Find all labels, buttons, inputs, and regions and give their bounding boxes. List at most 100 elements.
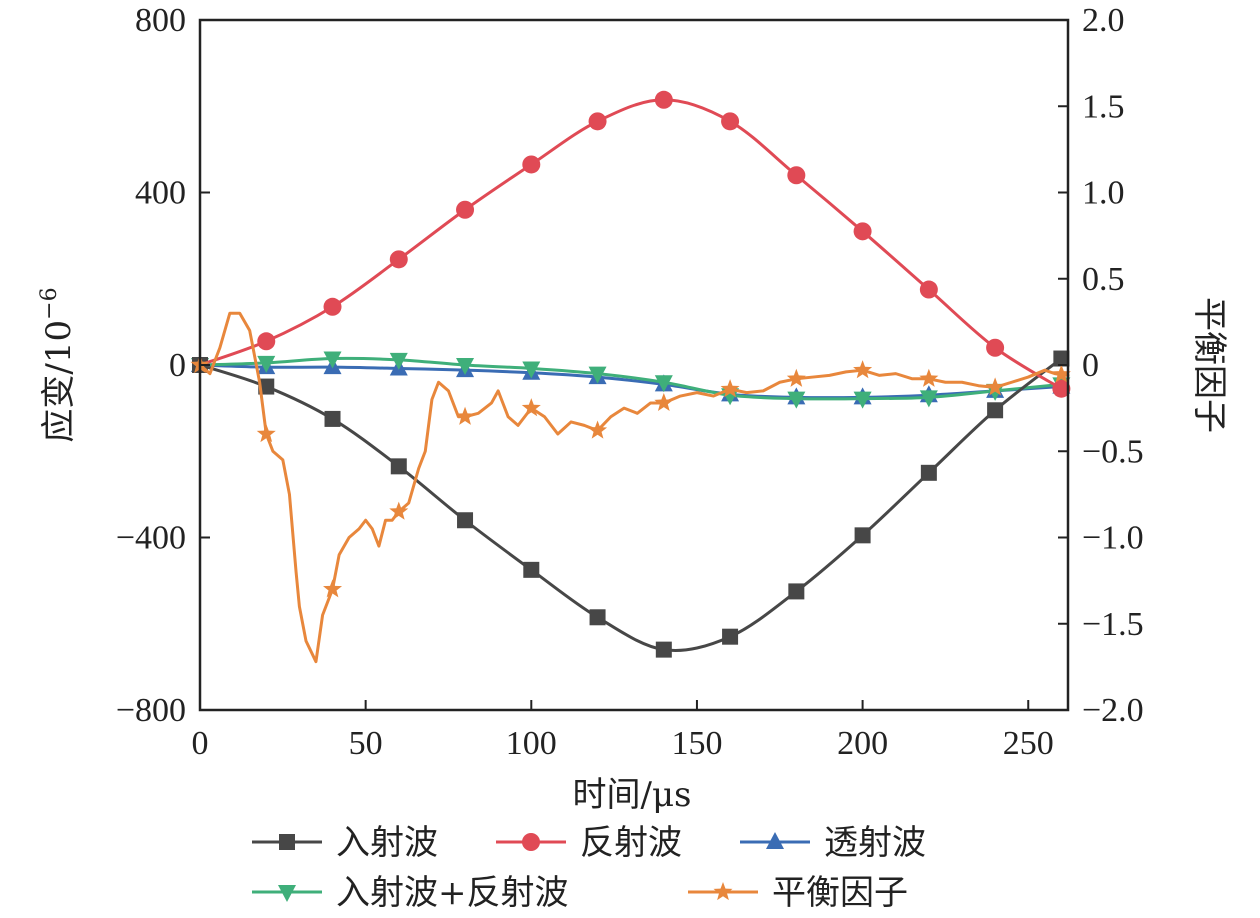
right-y-tick-label: 0.5 — [1082, 261, 1125, 298]
right-y-tick-label: −0.5 — [1082, 433, 1144, 470]
series-marker — [521, 398, 541, 417]
series-marker — [853, 222, 872, 241]
legend-marker — [279, 834, 295, 850]
series-marker — [390, 458, 407, 475]
series-line — [198, 357, 1063, 652]
legend-label: 入射波 — [336, 823, 438, 863]
right-y-tick-label: −1.5 — [1082, 606, 1144, 643]
right-y-tick-label: 2.0 — [1082, 2, 1125, 39]
series-marker — [457, 512, 474, 529]
right-y-tick-label: −1.0 — [1082, 520, 1144, 557]
left-y-tick-label: 0 — [169, 347, 186, 384]
legend-label: 反射波 — [580, 823, 682, 863]
series-line — [198, 311, 1070, 664]
series-1 — [198, 90, 1071, 398]
series-marker — [257, 355, 276, 373]
series-marker — [323, 297, 342, 316]
series-marker — [720, 379, 740, 398]
series-marker — [256, 424, 276, 443]
series-marker — [722, 628, 739, 645]
series-marker — [1051, 364, 1071, 383]
series-marker — [787, 166, 806, 185]
series-marker — [389, 501, 409, 520]
series-marker — [721, 112, 740, 131]
right-axis-title: 平衡因子 — [1189, 297, 1229, 433]
series-marker — [1053, 350, 1070, 367]
series-marker — [854, 527, 871, 544]
series-marker — [853, 360, 873, 379]
series-marker — [985, 377, 1005, 396]
right-y-tick-label: 1.5 — [1082, 88, 1125, 125]
series-marker — [788, 583, 805, 600]
left-axis-title: 应变/10 — [39, 320, 79, 443]
left-axis-title-group: 应变/10−6 — [37, 287, 79, 442]
series-marker — [853, 391, 872, 409]
series-marker — [654, 90, 673, 109]
series-4 — [190, 311, 1071, 664]
axes: 0 50 100 150 200 250 800 400 0 −400 −800 2.0 1.5 1.0 0… — [116, 2, 1144, 762]
series-marker — [919, 390, 938, 408]
x-tick-label: 0 — [192, 725, 209, 762]
series-marker — [786, 368, 806, 387]
x-tick-label: 200 — [837, 725, 888, 762]
right-axis-title-group: 平衡因子 — [1189, 297, 1229, 433]
series-line — [198, 98, 1063, 391]
legend-marker — [766, 832, 784, 849]
series-marker — [455, 406, 475, 425]
legend-marker — [278, 885, 296, 902]
series-marker — [323, 351, 342, 369]
series-marker — [986, 338, 1005, 357]
series-marker — [655, 641, 672, 658]
right-y-tick-label: 0 — [1082, 347, 1099, 384]
series-marker — [389, 250, 408, 269]
series-line — [198, 356, 1063, 401]
legend-item: 入射波+反射波 — [252, 873, 569, 913]
series-marker — [258, 378, 275, 395]
series-marker — [987, 402, 1004, 419]
series-marker — [920, 464, 937, 481]
series-marker — [654, 375, 673, 393]
series-marker — [919, 280, 938, 299]
series-marker — [654, 392, 674, 412]
series-marker — [389, 352, 408, 370]
left-y-tick-label: 400 — [135, 175, 186, 212]
legend-label: 透射波 — [824, 823, 926, 863]
series-marker — [323, 579, 343, 598]
series-marker — [456, 358, 475, 375]
series-marker — [522, 361, 541, 379]
series-marker — [919, 368, 939, 387]
x-tick-label: 50 — [349, 725, 383, 762]
svg-text:应变/10−6: 应变/10−6 — [37, 287, 79, 442]
series-marker — [257, 332, 276, 351]
x-axis-title: 时间/μs — [573, 775, 692, 815]
series-marker — [522, 155, 541, 174]
legend-label: 平衡因子 — [772, 873, 908, 913]
series-marker — [456, 200, 475, 219]
left-axis-exponent: −6 — [37, 287, 62, 319]
legend-item: 反射波 — [496, 823, 682, 863]
legend-item: 入射波 — [252, 823, 438, 863]
legend-label: 入射波+反射波 — [336, 873, 569, 913]
legend-item: 平衡因子 — [688, 873, 908, 913]
series-0 — [192, 350, 1070, 658]
series-marker — [1052, 379, 1071, 398]
series-marker — [588, 366, 607, 384]
series-marker — [588, 112, 607, 131]
series-marker — [324, 410, 341, 427]
series-marker — [523, 561, 540, 578]
left-y-tick-label: −800 — [116, 692, 186, 729]
series-marker — [588, 420, 608, 439]
series-layer — [190, 90, 1071, 664]
x-tick-label: 250 — [1003, 725, 1054, 762]
x-tick-label: 150 — [671, 725, 722, 762]
legend-item: 透射波 — [740, 823, 926, 863]
x-tick-label: 100 — [506, 725, 557, 762]
left-y-tick-label: 800 — [135, 2, 186, 39]
legend-marker — [713, 882, 733, 901]
left-y-tick-label: −400 — [116, 520, 186, 557]
series-marker — [787, 391, 806, 409]
series-marker — [589, 609, 606, 626]
right-y-tick-label: 1.0 — [1082, 175, 1125, 212]
